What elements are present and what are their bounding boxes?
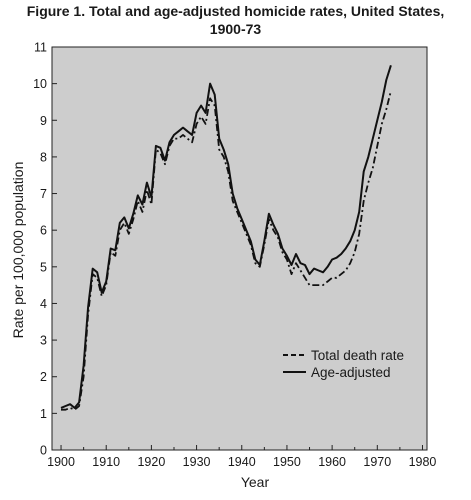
x-tick-label: 1950 <box>273 455 301 469</box>
y-tick-label: 5 <box>40 260 47 274</box>
x-tick-label: 1920 <box>137 455 165 469</box>
y-axis-label: Rate per 100,000 population <box>10 162 26 339</box>
x-tick-label: 1900 <box>47 455 75 469</box>
x-tick-label: 1930 <box>183 455 211 469</box>
y-tick-label: 3 <box>40 334 47 348</box>
chart-title-line2: 1900-73 <box>209 21 262 37</box>
y-tick-label: 2 <box>40 370 47 384</box>
x-axis-label: Year <box>241 474 270 490</box>
series-line-total-death-rate <box>61 90 392 411</box>
x-tick-label: 1940 <box>228 455 256 469</box>
series-line-age-adjusted <box>60 65 392 409</box>
x-tick-label: 1970 <box>363 455 391 469</box>
chart-title-line1: Figure 1. Total and age-adjusted homicid… <box>26 3 445 19</box>
y-tick-label: 1 <box>40 407 47 421</box>
y-tick-label: 10 <box>33 77 47 91</box>
legend-label: Total death rate <box>311 348 404 363</box>
legend-label: Age-adjusted <box>311 365 391 380</box>
y-tick-label: 6 <box>40 224 47 238</box>
y-tick-label: 7 <box>40 187 47 201</box>
y-tick-label: 8 <box>40 150 47 164</box>
chart-title: Figure 1. Total and age-adjusted homicid… <box>0 2 471 38</box>
y-tick-label: 9 <box>40 114 47 128</box>
x-tick-label: 1960 <box>318 455 346 469</box>
plot-area <box>51 46 428 451</box>
x-tick-label: 1980 <box>409 455 437 469</box>
x-tick-label: 1910 <box>92 455 120 469</box>
y-tick-label: 0 <box>40 444 47 458</box>
legend: Total death rate Age-adjusted <box>283 348 404 380</box>
y-tick-label: 4 <box>40 297 47 311</box>
y-tick-label: 11 <box>34 41 47 55</box>
